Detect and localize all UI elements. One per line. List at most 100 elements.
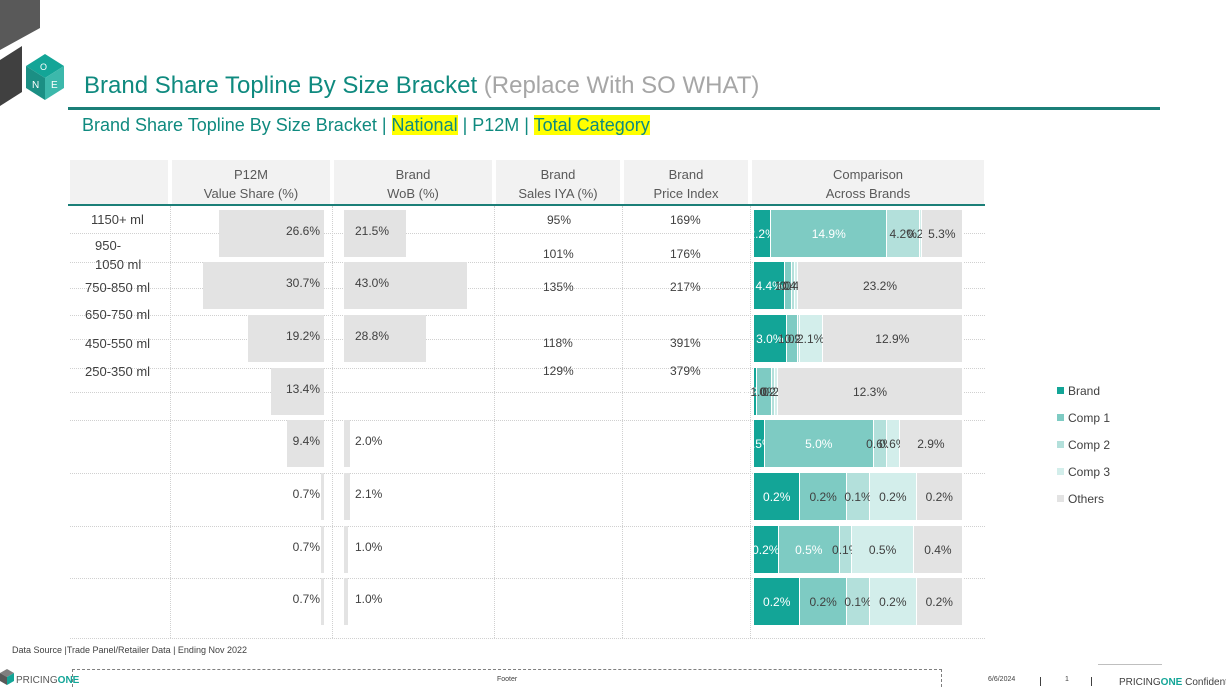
segment-comp3: 0.2% [870, 473, 916, 520]
segment-comp2: 0.1% [847, 473, 870, 520]
subtitle: Brand Share Topline By Size Bracket | Na… [82, 115, 650, 136]
grid-line [332, 206, 333, 638]
segment-others: 0.4% [914, 526, 963, 573]
data-source-note: Data Source |Trade Panel/Retailer Data |… [12, 645, 247, 655]
comparison-bar: 0.2% 0.5% 0.1% 0.5% 0.4% [754, 526, 963, 573]
footer-date: 6/6/2024 [988, 676, 1015, 683]
price-index-value: 176% [670, 247, 701, 261]
legend-item-comp1: Comp 1 [1057, 404, 1110, 431]
confidential-label: Confidential [1185, 677, 1226, 688]
price-index-value: 217% [670, 280, 701, 294]
comparison-bar: 0.5% 5.0% 0.6% 0.6% 2.9% [754, 420, 963, 467]
grid-line [170, 206, 171, 638]
brand-prefix: PRICING [1119, 677, 1161, 688]
footer-confidential: PRICINGONE Confidential [1119, 677, 1226, 688]
legend-label: Comp 1 [1068, 411, 1110, 425]
grid-line [622, 206, 623, 638]
header-sales-iya: Brand Sales IYA (%) [496, 160, 620, 204]
size-label-950-1050: 950- 1050 ml [95, 236, 141, 274]
legend-item-comp2: Comp 2 [1057, 431, 1110, 458]
footer-brand: PRICINGONE [16, 675, 79, 686]
segment-comp3: 0.6% [887, 420, 900, 467]
title-main: Brand Share Topline By Size Bracket [84, 72, 477, 99]
grid-line [494, 206, 495, 638]
legend-item-brand: Brand [1057, 377, 1110, 404]
value-share-label: 19.2% [280, 329, 320, 343]
size-label-250-350: 250-350 ml [85, 364, 150, 379]
legend-label: Comp 3 [1068, 465, 1110, 479]
subtitle-lead: Brand Share Topline By Size Bracket | [82, 115, 387, 135]
value-share-label: 0.7% [280, 487, 320, 501]
legend-label: Comp 2 [1068, 438, 1110, 452]
segment-brand: 2.2% [754, 210, 771, 257]
price-index-value: 169% [670, 213, 701, 227]
comparison-bar: 3.0% 1.0% 0.2% 2.1% 12.9% [754, 315, 963, 362]
wob-label: 21.5% [355, 224, 389, 238]
segment-others: 0.2% [917, 578, 963, 625]
segment-others: 12.9% [823, 315, 963, 362]
legend-swatch [1057, 441, 1064, 448]
size-label-650-750: 650-750 ml [85, 307, 150, 322]
header-blank [70, 160, 168, 204]
value-share-label: 0.7% [280, 592, 320, 606]
wob-bar [344, 473, 350, 520]
value-share-label: 26.6% [280, 224, 320, 238]
footer-separator [1040, 677, 1041, 686]
size-label-450-550: 450-550 ml [85, 336, 150, 351]
value-share-bar [321, 526, 324, 573]
footer-separator [1091, 677, 1092, 686]
segment-others: 23.2% [798, 262, 963, 309]
comparison-bar: 2.2% 14.9% 4.2% 0.2% 5.3% [754, 210, 963, 257]
segment-comp1: 0.2% [800, 473, 846, 520]
size-label-1150: 1150+ ml [91, 212, 144, 227]
logo-letter-e: E [51, 80, 58, 91]
legend-swatch [1057, 387, 1064, 394]
comparison-bar: 0.2% 1.0% 0.2% 0.2% 12.3% [754, 368, 963, 415]
price-index-value: 379% [670, 364, 701, 378]
segment-comp3: 0.2% [870, 578, 916, 625]
footer-rule [1098, 664, 1162, 665]
legend-swatch [1057, 414, 1064, 421]
comparison-bar: 0.2% 0.2% 0.1% 0.2% 0.2% [754, 473, 963, 520]
legend-swatch [1057, 468, 1064, 475]
header-price-index: Brand Price Index [624, 160, 748, 204]
segment-comp3: 0.5% [852, 526, 913, 573]
wob-bar [344, 578, 348, 625]
header-wob: Brand WoB (%) [334, 160, 492, 204]
market-filter: National [392, 115, 458, 135]
comparison-legend: Brand Comp 1 Comp 2 Comp 3 Others [1057, 377, 1110, 512]
value-share-label: 9.4% [280, 434, 320, 448]
legend-label: Brand [1068, 384, 1100, 398]
segment-comp1: 0.5% [779, 526, 840, 573]
legend-swatch [1057, 495, 1064, 502]
segment-comp1: 5.0% [765, 420, 874, 467]
wob-label: 1.0% [355, 540, 382, 554]
segment-others: 5.3% [922, 210, 963, 257]
sales-iya-value: 95% [547, 213, 571, 227]
value-share-label: 0.7% [280, 540, 320, 554]
comparison-bar: 4.4% 1.0% 0.4% 0.4% 23.2% [754, 262, 963, 309]
segment-brand: 0.2% [754, 578, 800, 625]
title-divider [68, 107, 1160, 110]
wob-label: 1.0% [355, 592, 382, 606]
segment-others: 12.3% [778, 368, 963, 415]
legend-item-others: Others [1057, 485, 1110, 512]
footer-text: Footer [497, 676, 517, 683]
segment-comp3: 2.1% [800, 315, 823, 362]
pricingone-logo: O N E [0, 0, 70, 106]
footer-page-number: 1 [1065, 676, 1069, 683]
legend-label: Others [1068, 492, 1104, 506]
header-comparison: Comparison Across Brands [752, 160, 984, 204]
segment-brand: 0.2% [754, 526, 779, 573]
footer-logo-icon [0, 669, 14, 685]
subtitle-period: | P12M | [463, 115, 529, 135]
wob-label: 2.1% [355, 487, 382, 501]
header-divider [68, 204, 985, 206]
price-index-value: 391% [670, 336, 701, 350]
segment-others: 0.2% [917, 473, 963, 520]
logo-letter-o: O [40, 62, 47, 72]
value-share-label: 30.7% [280, 276, 320, 290]
brand-prefix: PRICING [16, 675, 58, 686]
value-share-bar [321, 473, 324, 520]
wob-label: 2.0% [355, 434, 382, 448]
